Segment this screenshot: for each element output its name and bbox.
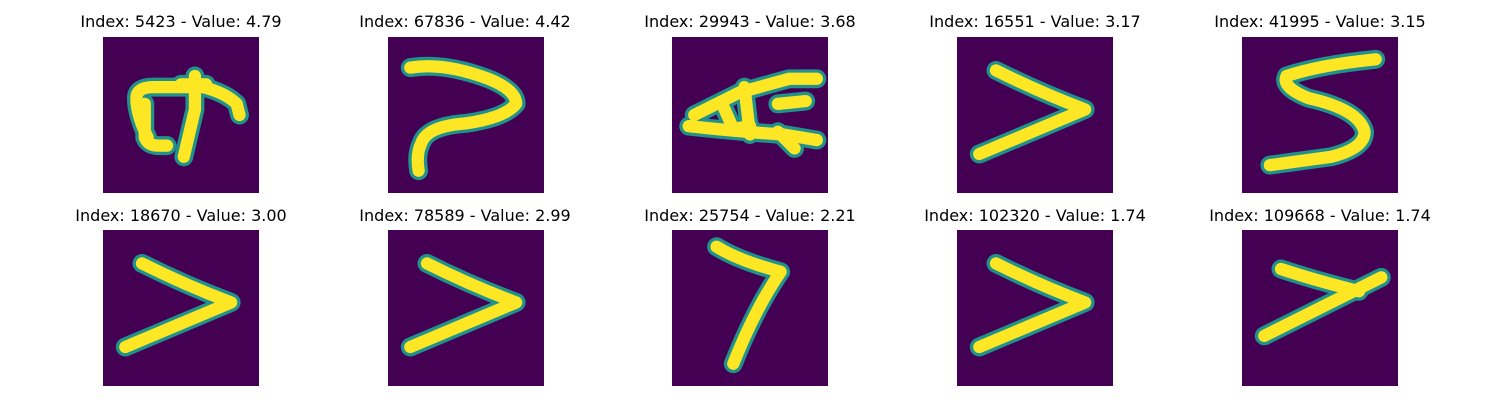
panel-image (957, 230, 1113, 386)
panel-image (103, 37, 259, 193)
panel-image (957, 37, 1113, 193)
panel-image (388, 37, 544, 193)
panel-title: Index: 102320 - Value: 1.74 (924, 206, 1146, 225)
panel-title: Index: 41995 - Value: 3.15 (1214, 12, 1426, 31)
glyph-stroke (404, 60, 523, 177)
panel-title: Index: 109668 - Value: 1.74 (1209, 206, 1431, 225)
glyph-stroke (119, 257, 238, 354)
panel-image (388, 230, 544, 386)
panel-title: Index: 29943 - Value: 3.68 (644, 12, 856, 31)
panel-title: Index: 25754 - Value: 2.21 (644, 206, 856, 225)
glyph-stroke (973, 64, 1092, 161)
panel-image (1242, 230, 1398, 386)
panel-image (1242, 37, 1398, 193)
glyph-stroke (771, 125, 801, 155)
glyph-stroke (404, 257, 523, 354)
glyph-stroke (973, 257, 1092, 354)
panel-image (672, 37, 828, 193)
panel-image (672, 230, 828, 386)
panel-image (103, 230, 259, 386)
glyph-stroke (138, 97, 174, 152)
glyph-stroke (1258, 271, 1388, 342)
panel-title: Index: 67836 - Value: 4.42 (359, 12, 571, 31)
glyph-stroke (771, 94, 812, 110)
panel-title: Index: 18670 - Value: 3.00 (75, 206, 287, 225)
glyph-stroke (710, 240, 787, 370)
panel-title: Index: 78589 - Value: 2.99 (359, 206, 571, 225)
glyph-stroke (738, 81, 757, 141)
panel-title: Index: 16551 - Value: 3.17 (929, 12, 1141, 31)
panel-title: Index: 5423 - Value: 4.79 (80, 12, 282, 31)
glyph-stroke (1263, 53, 1382, 172)
